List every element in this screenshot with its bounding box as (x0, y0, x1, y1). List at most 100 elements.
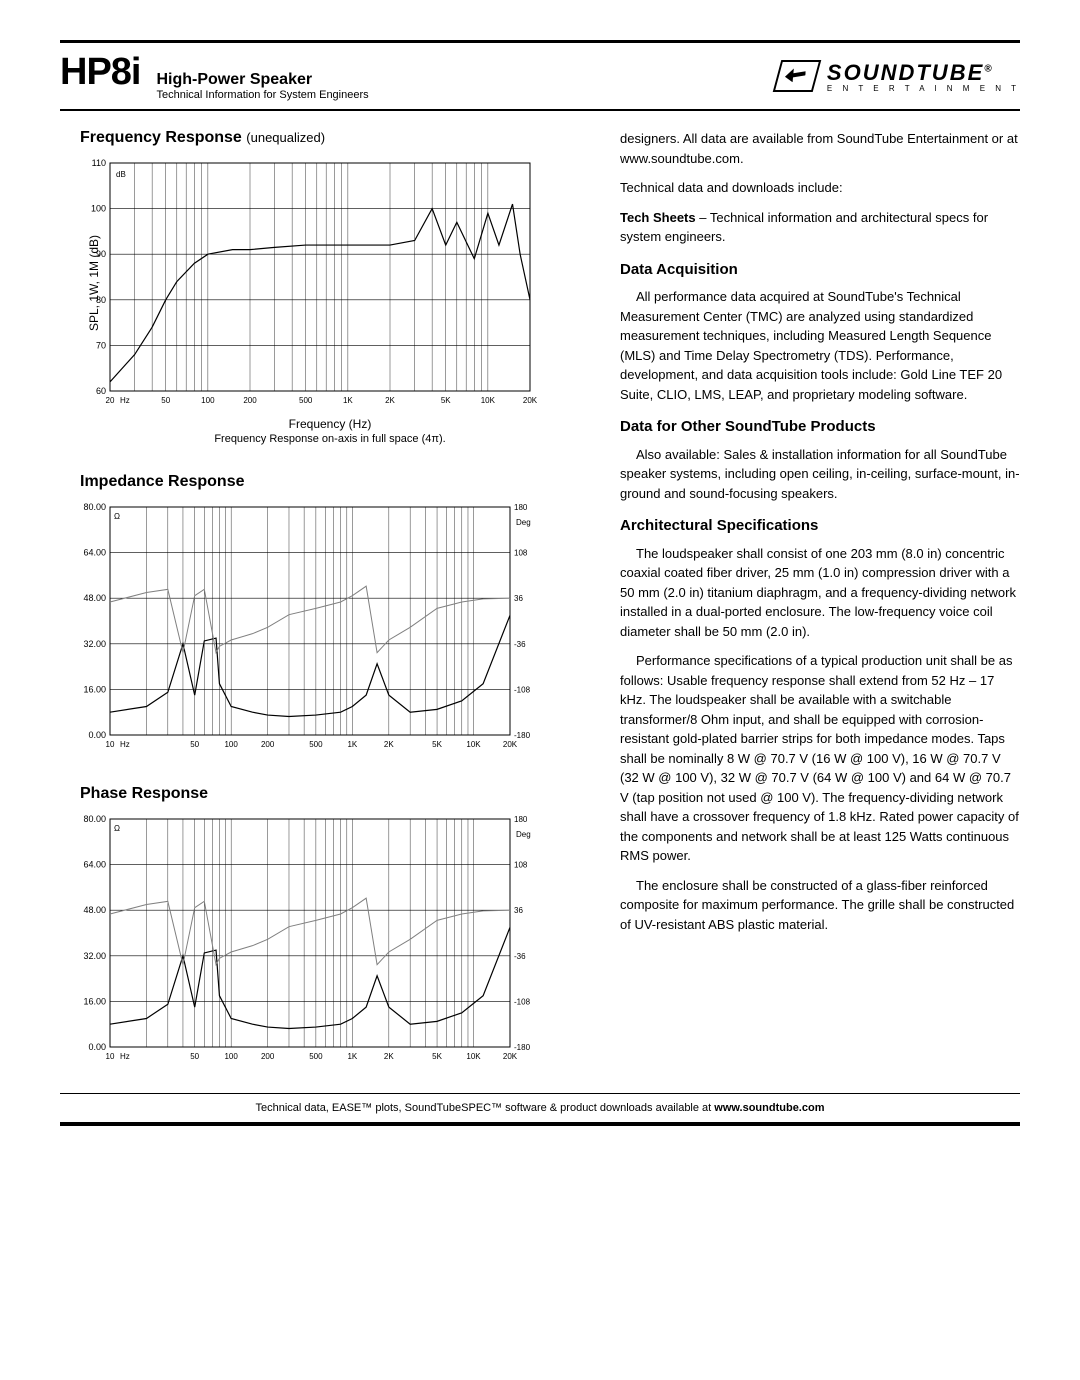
svg-text:2K: 2K (384, 1052, 394, 1061)
brand-text: SOUNDTUBE® E N T E R T A I N M E N T (827, 60, 1020, 93)
svg-text:48.00: 48.00 (83, 593, 106, 603)
svg-text:2K: 2K (385, 396, 395, 405)
svg-text:64.00: 64.00 (83, 548, 106, 558)
svg-text:-180: -180 (514, 1043, 531, 1052)
svg-text:dB: dB (116, 170, 126, 179)
product-subtitle: Technical Information for System Enginee… (156, 89, 368, 101)
svg-text:500: 500 (309, 1052, 323, 1061)
svg-text:108: 108 (514, 549, 528, 558)
header: HP8i High-Power Speaker Technical Inform… (60, 40, 1020, 111)
paragraph: Tech Sheets – Technical information and … (620, 208, 1020, 247)
section-heading: Architectural Specifications (620, 515, 1020, 538)
brand-logo-icon (773, 60, 822, 92)
svg-text:5K: 5K (432, 740, 442, 749)
paragraph: Performance specifications of a typical … (620, 651, 1020, 866)
svg-text:200: 200 (243, 396, 257, 405)
svg-text:1K: 1K (343, 396, 353, 405)
left-column: Frequency Response (unequalized) SPL, 1W… (60, 129, 580, 1069)
svg-text:20: 20 (106, 396, 115, 405)
svg-text:5K: 5K (441, 396, 451, 405)
svg-text:20K: 20K (503, 1052, 518, 1061)
chart-title: Impedance Response (80, 473, 580, 491)
paragraph: All performance data acquired at SoundTu… (620, 287, 1020, 404)
svg-text:100: 100 (224, 1052, 238, 1061)
svg-text:Deg: Deg (516, 830, 531, 839)
svg-text:500: 500 (299, 396, 313, 405)
svg-text:70: 70 (96, 340, 106, 350)
impedance-response-chart: Impedance Response 0.00 16.00 32.00 48.00 64… (80, 473, 580, 757)
brand-name: SOUNDTUBE® (827, 60, 1020, 86)
svg-text:200: 200 (261, 1052, 275, 1061)
svg-text:5K: 5K (432, 1052, 442, 1061)
svg-text:100: 100 (91, 204, 106, 214)
svg-text:32.00: 32.00 (83, 639, 106, 649)
paragraph: The enclosure shall be constructed of a … (620, 876, 1020, 935)
svg-text:48.00: 48.00 (83, 905, 106, 915)
brand: SOUNDTUBE® E N T E R T A I N M E N T (777, 60, 1020, 93)
svg-text:Ω: Ω (114, 824, 120, 833)
svg-text:0.00: 0.00 (88, 730, 106, 740)
footer: Technical data, EASE™ plots, SoundTubeSP… (60, 1093, 1020, 1126)
svg-text:180: 180 (514, 815, 528, 824)
svg-text:1K: 1K (347, 740, 357, 749)
paragraph: Technical data and downloads include: (620, 178, 1020, 198)
section-heading: Data for Other SoundTube Products (620, 416, 1020, 439)
svg-text:80.00: 80.00 (83, 814, 106, 824)
svg-text:180: 180 (514, 503, 528, 512)
chart-title: Frequency Response (unequalized) (80, 129, 580, 147)
body: Frequency Response (unequalized) SPL, 1W… (60, 129, 1020, 1069)
svg-text:10K: 10K (466, 740, 481, 749)
svg-text:-180: -180 (514, 731, 531, 740)
svg-text:2K: 2K (384, 740, 394, 749)
svg-text:Hz: Hz (120, 396, 130, 405)
svg-text:-36: -36 (514, 640, 526, 649)
svg-text:Hz: Hz (120, 1052, 130, 1061)
svg-text:Deg: Deg (516, 518, 531, 527)
section-heading: Data Acquisition (620, 259, 1020, 282)
svg-text:100: 100 (201, 396, 215, 405)
svg-text:16.00: 16.00 (83, 684, 106, 694)
svg-text:64.00: 64.00 (83, 860, 106, 870)
svg-text:10K: 10K (481, 396, 496, 405)
y-axis-label: SPL, 1W, 1M (dB) (87, 235, 101, 331)
svg-text:36: 36 (514, 594, 523, 603)
svg-text:-108: -108 (514, 997, 531, 1006)
svg-text:50: 50 (190, 740, 199, 749)
frequency-response-chart: Frequency Response (unequalized) SPL, 1W… (80, 129, 580, 445)
svg-text:20K: 20K (523, 396, 538, 405)
svg-text:110: 110 (92, 158, 106, 168)
svg-text:10: 10 (106, 1052, 115, 1061)
phase-response-chart: Phase Response 0.00 16.00 32.00 48.00 64.00 8… (80, 785, 580, 1069)
brand-tagline: E N T E R T A I N M E N T (827, 84, 1020, 93)
svg-text:36: 36 (514, 906, 523, 915)
svg-text:0.00: 0.00 (88, 1042, 106, 1052)
header-left: HP8i High-Power Speaker Technical Inform… (60, 51, 369, 101)
svg-text:10K: 10K (466, 1052, 481, 1061)
svg-text:108: 108 (514, 861, 528, 870)
chart-title: Phase Response (80, 785, 580, 803)
model-number: HP8i (60, 51, 140, 94)
title-block: High-Power Speaker Technical Information… (156, 71, 368, 101)
paragraph: designers. All data are available from S… (620, 129, 1020, 168)
svg-text:-36: -36 (514, 952, 526, 961)
x-axis-label: Frequency (Hz) (80, 417, 580, 431)
svg-text:200: 200 (261, 740, 275, 749)
chart-caption: Frequency Response on-axis in full space… (80, 433, 580, 445)
svg-text:32.00: 32.00 (83, 951, 106, 961)
paragraph: The loudspeaker shall consist of one 203… (620, 544, 1020, 642)
right-column: designers. All data are available from S… (620, 129, 1020, 1069)
svg-text:50: 50 (161, 396, 170, 405)
svg-text:10: 10 (106, 740, 115, 749)
svg-text:20K: 20K (503, 740, 518, 749)
svg-text:-108: -108 (514, 685, 531, 694)
product-title: High-Power Speaker (156, 71, 368, 89)
svg-text:500: 500 (309, 740, 323, 749)
paragraph: Also available: Sales & installation inf… (620, 445, 1020, 504)
svg-text:60: 60 (96, 386, 106, 396)
svg-text:1K: 1K (347, 1052, 357, 1061)
svg-text:80.00: 80.00 (83, 502, 106, 512)
svg-text:Ω: Ω (114, 512, 120, 521)
svg-text:16.00: 16.00 (83, 996, 106, 1006)
svg-text:Hz: Hz (120, 740, 130, 749)
svg-text:100: 100 (224, 740, 238, 749)
